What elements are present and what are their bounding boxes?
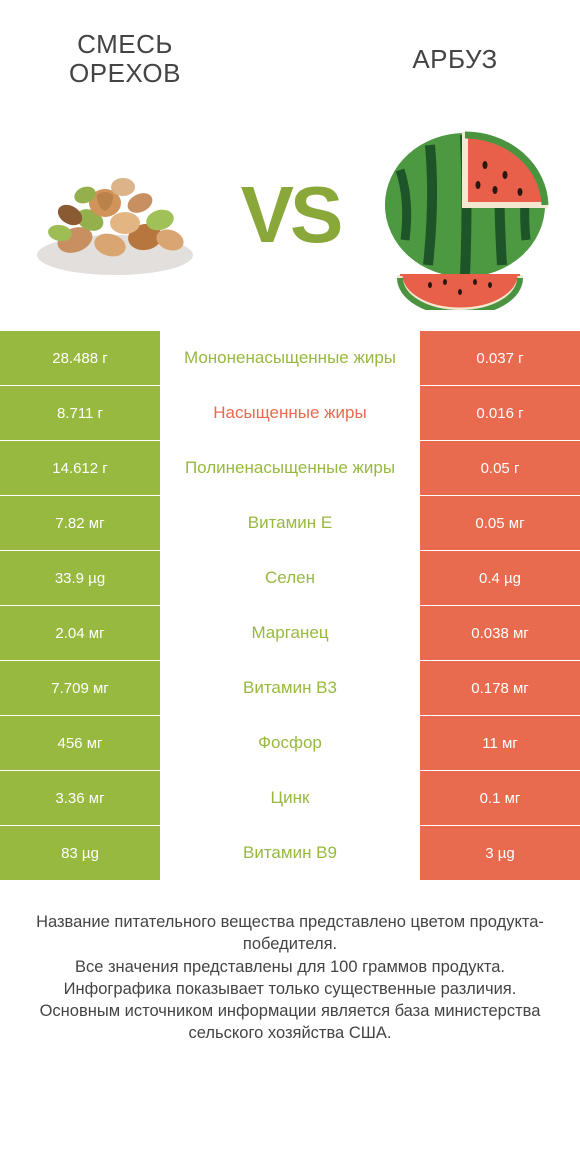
left-value-cell: 456 мг bbox=[0, 716, 160, 770]
right-value-cell: 0.05 мг bbox=[420, 496, 580, 550]
footer-notes: Название питательного вещества представл… bbox=[0, 881, 580, 1045]
nutrient-label-cell: Мононенасыщенные жиры bbox=[160, 331, 420, 385]
nutrient-label-cell: Фосфор bbox=[160, 716, 420, 770]
right-value-cell: 0.1 мг bbox=[420, 771, 580, 825]
left-value-cell: 83 µg bbox=[0, 826, 160, 880]
nutrient-label-cell: Витамин B3 bbox=[160, 661, 420, 715]
table-row: 7.709 мгВитамин B30.178 мг bbox=[0, 661, 580, 716]
right-value-cell: 0.037 г bbox=[420, 331, 580, 385]
right-value-cell: 0.178 мг bbox=[420, 661, 580, 715]
nutrient-label-cell: Селен bbox=[160, 551, 420, 605]
left-value-cell: 33.9 µg bbox=[0, 551, 160, 605]
footer-line: Все значения представлены для 100 граммо… bbox=[20, 956, 560, 978]
vs-label: VS bbox=[241, 169, 340, 261]
mixed-nuts-icon bbox=[25, 145, 205, 285]
nutrient-label-cell: Витамин E bbox=[160, 496, 420, 550]
table-row: 2.04 мгМарганец0.038 мг bbox=[0, 606, 580, 661]
right-value-cell: 0.016 г bbox=[420, 386, 580, 440]
left-value-cell: 7.709 мг bbox=[0, 661, 160, 715]
nutrient-label-cell: Витамин B9 bbox=[160, 826, 420, 880]
nutrient-label-cell: Цинк bbox=[160, 771, 420, 825]
nutrient-label-cell: Насыщенные жиры bbox=[160, 386, 420, 440]
table-row: 83 µgВитамин B93 µg bbox=[0, 826, 580, 881]
table-row: 7.82 мгВитамин E0.05 мг bbox=[0, 496, 580, 551]
footer-line: Основным источником информации является … bbox=[20, 1000, 560, 1045]
right-value-cell: 3 µg bbox=[420, 826, 580, 880]
images-row: VS bbox=[0, 100, 580, 330]
header: СМЕСЬ ОРЕХОВ АРБУЗ bbox=[0, 0, 580, 100]
left-value-cell: 7.82 мг bbox=[0, 496, 160, 550]
right-value-cell: 11 мг bbox=[420, 716, 580, 770]
left-value-cell: 28.488 г bbox=[0, 331, 160, 385]
left-value-cell: 3.36 мг bbox=[0, 771, 160, 825]
table-row: 14.612 гПолиненасыщенные жиры0.05 г bbox=[0, 441, 580, 496]
table-row: 33.9 µgСелен0.4 µg bbox=[0, 551, 580, 606]
right-value-cell: 0.05 г bbox=[420, 441, 580, 495]
watermelon-icon bbox=[370, 120, 560, 310]
comparison-table: 28.488 гМононенасыщенные жиры0.037 г8.71… bbox=[0, 330, 580, 881]
nutrient-label-cell: Полиненасыщенные жиры bbox=[160, 441, 420, 495]
watermelon-image bbox=[370, 120, 560, 310]
left-value-cell: 8.711 г bbox=[0, 386, 160, 440]
table-row: 28.488 гМононенасыщенные жиры0.037 г bbox=[0, 331, 580, 386]
right-product-title: АРБУЗ bbox=[360, 45, 550, 74]
left-value-cell: 14.612 г bbox=[0, 441, 160, 495]
nutrient-label-cell: Марганец bbox=[160, 606, 420, 660]
table-row: 8.711 гНасыщенные жиры0.016 г bbox=[0, 386, 580, 441]
left-product-title: СМЕСЬ ОРЕХОВ bbox=[30, 30, 220, 87]
footer-line: Инфографика показывает только существенн… bbox=[20, 978, 560, 1000]
right-value-cell: 0.038 мг bbox=[420, 606, 580, 660]
table-row: 456 мгФосфор11 мг bbox=[0, 716, 580, 771]
right-value-cell: 0.4 µg bbox=[420, 551, 580, 605]
table-row: 3.36 мгЦинк0.1 мг bbox=[0, 771, 580, 826]
footer-line: Название питательного вещества представл… bbox=[20, 911, 560, 956]
nuts-image bbox=[20, 120, 210, 310]
left-value-cell: 2.04 мг bbox=[0, 606, 160, 660]
